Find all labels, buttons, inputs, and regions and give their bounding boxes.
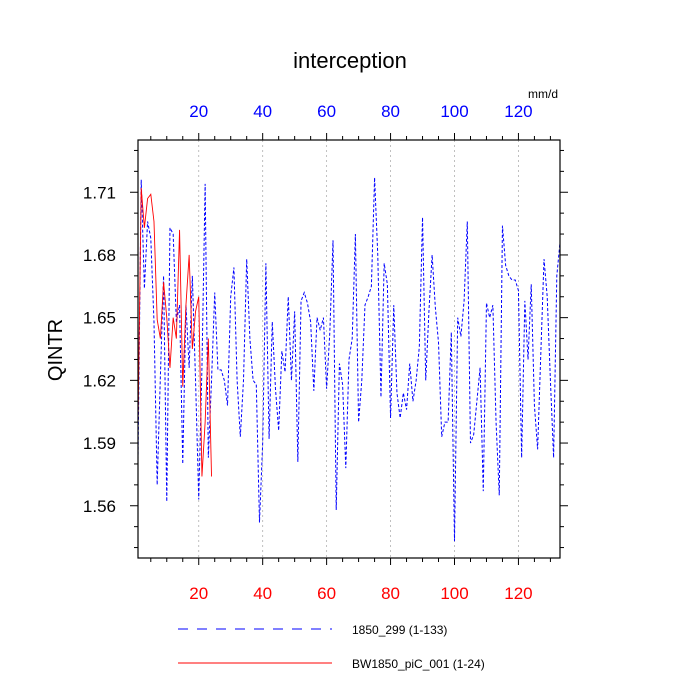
x-tick-label-bottom: 100 (440, 584, 468, 603)
y-tick-label: 1.62 (83, 371, 116, 390)
x-tick-label-top: 120 (504, 102, 532, 121)
x-tick-label-top: 60 (317, 102, 336, 121)
x-tick-label-top: 20 (189, 102, 208, 121)
x-tick-label-top: 80 (381, 102, 400, 121)
y-tick-label: 1.56 (83, 497, 116, 516)
x-tick-label-top: 100 (440, 102, 468, 121)
series-line-1 (138, 188, 212, 477)
legend-label-1850-299: 1850_299 (1-133) (352, 623, 447, 637)
axes: 20 20 40 40 60 60 80 80 100 100 120 120 1.56 1.59 1.62… (83, 102, 568, 603)
y-tick-label: 1.59 (83, 434, 116, 453)
legend: 1850_299 (1-133) BW1850_piC_001 (1-24) (178, 623, 485, 671)
x-tick-label-bottom: 20 (189, 584, 208, 603)
series-line-0 (138, 177, 560, 542)
units-label: mm/d (528, 87, 558, 101)
x-tick-label-bottom: 40 (253, 584, 272, 603)
chart-title: interception (293, 48, 407, 73)
series-layer (138, 177, 560, 542)
x-tick-label-bottom: 120 (504, 584, 532, 603)
y-tick-label: 1.68 (83, 246, 116, 265)
y-tick-label: 1.65 (83, 309, 116, 328)
y-axis-label: QINTR (45, 319, 67, 381)
x-tick-label-bottom: 80 (381, 584, 400, 603)
x-tick-label-bottom: 60 (317, 584, 336, 603)
gridlines (198, 140, 519, 558)
y-tick-label: 1.71 (83, 183, 116, 202)
plot-frame (137, 139, 561, 559)
x-tick-label-top: 40 (253, 102, 272, 121)
legend-label-bw1850: BW1850_piC_001 (1-24) (352, 657, 485, 671)
